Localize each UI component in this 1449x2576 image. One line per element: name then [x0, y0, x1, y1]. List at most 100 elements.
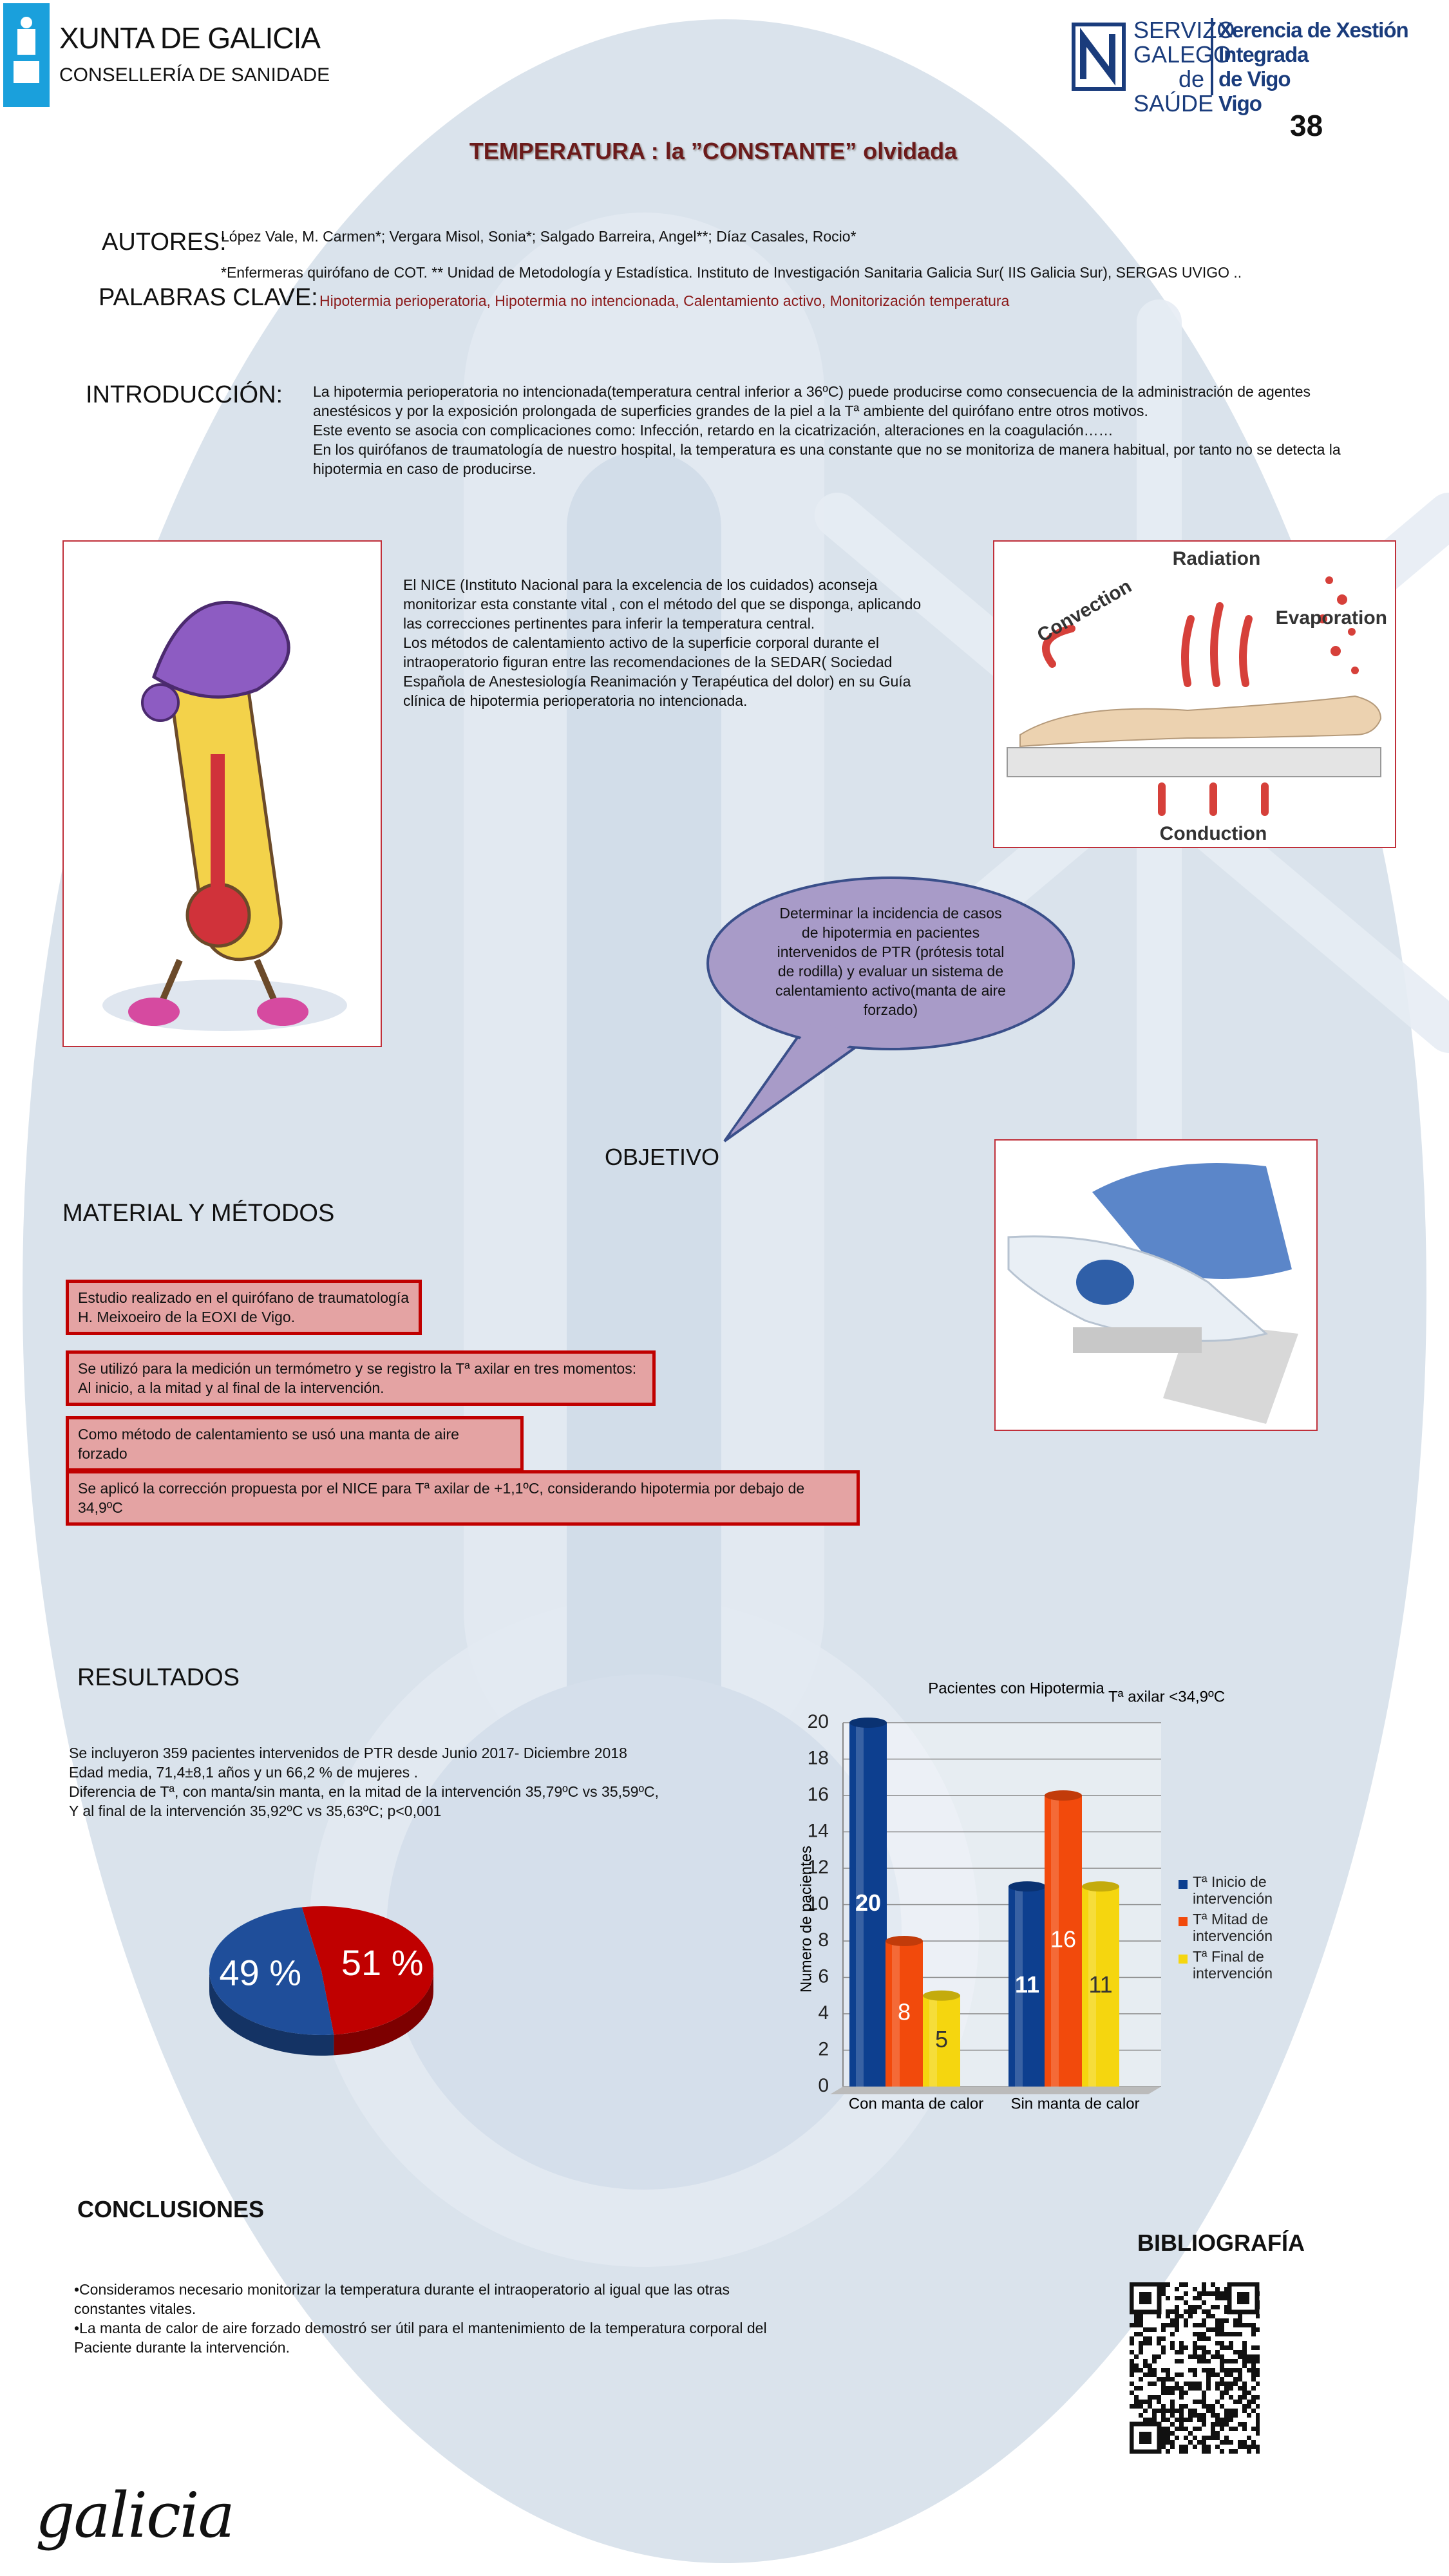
qr-module: [1202, 2391, 1206, 2395]
qr-module: [1161, 2377, 1166, 2382]
qr-module: [1206, 2291, 1211, 2296]
qr-module: [1152, 2327, 1157, 2332]
qr-module: [1215, 2418, 1220, 2422]
qr-module: [1211, 2314, 1215, 2318]
bar-label: 5: [935, 2026, 948, 2052]
qr-module: [1224, 2440, 1229, 2445]
qr-module: [1157, 2314, 1161, 2318]
qr-module: [1148, 2395, 1152, 2400]
qr-module: [1175, 2427, 1179, 2431]
qr-module: [1220, 2368, 1224, 2372]
qr-module: [1170, 2345, 1175, 2350]
qr-module: [1193, 2372, 1197, 2377]
heat-label: Evaporation: [1276, 607, 1387, 629]
qr-module: [1238, 2318, 1242, 2323]
qr-module: [1161, 2291, 1166, 2296]
qr-module: [1139, 2345, 1143, 2350]
qr-module: [1242, 2363, 1247, 2368]
qr-module: [1152, 2395, 1157, 2400]
qr-module: [1233, 2382, 1238, 2386]
qr-module: [1130, 2363, 1134, 2368]
qr-module: [1161, 2409, 1166, 2413]
qr-module: [1197, 2354, 1202, 2359]
qr-module: [1233, 2413, 1238, 2418]
qr-module: [1157, 2395, 1161, 2400]
qr-module: [1134, 2332, 1139, 2336]
results-line: Se incluyeron 359 pacientes intervenidos…: [69, 1745, 627, 1761]
qr-module: [1157, 2409, 1161, 2413]
y-tick-label: 10: [808, 1893, 829, 1914]
results-label: RESULTADOS: [77, 1664, 240, 1691]
authors-label: AUTORES:: [102, 229, 227, 256]
qr-module: [1130, 2382, 1134, 2386]
xerencia-text: Xerencia de Xestión Integrada de Vigo Vigo: [1218, 18, 1449, 116]
qr-module: [1184, 2323, 1188, 2327]
qr-module: [1242, 2422, 1247, 2427]
qr-module: [1139, 2332, 1143, 2336]
qr-module: [1251, 2440, 1256, 2445]
qr-module: [1148, 2418, 1152, 2422]
qr-module: [1247, 2354, 1251, 2359]
bar-cap: [849, 1718, 887, 1728]
qr-module: [1202, 2309, 1206, 2314]
qr-module: [1211, 2427, 1215, 2431]
qr-module: [1206, 2404, 1211, 2409]
qr-module: [1179, 2418, 1184, 2422]
qr-module: [1193, 2382, 1197, 2386]
qr-module: [1202, 2287, 1206, 2291]
qr-module: [1175, 2409, 1179, 2413]
qr-module: [1229, 2372, 1233, 2377]
qr-module: [1139, 2368, 1143, 2372]
qr-module: [1130, 2323, 1134, 2327]
qr-module: [1148, 2363, 1152, 2368]
qr-module: [1233, 2449, 1238, 2454]
qr-module: [1233, 2368, 1238, 2372]
qr-module: [1175, 2309, 1179, 2314]
qr-module: [1247, 2404, 1251, 2409]
authors-names: López Vale, M. Carmen*; Vergara Misol, S…: [221, 228, 857, 245]
qr-module: [1247, 2436, 1251, 2440]
qr-module: [1211, 2282, 1215, 2287]
qr-module: [1238, 2323, 1242, 2327]
bar-shine: [1088, 1886, 1096, 2087]
qr-module: [1206, 2359, 1211, 2363]
qr-module: [1197, 2418, 1202, 2422]
qr-module: [1148, 2327, 1152, 2332]
qr-module: [1220, 2418, 1224, 2422]
qr-module: [1206, 2350, 1211, 2354]
qr-module: [1242, 2391, 1247, 2395]
qr-module: [1197, 2427, 1202, 2431]
y-tick-label: 8: [818, 1929, 829, 1951]
qr-module: [1229, 2413, 1233, 2418]
qr-module: [1188, 2431, 1193, 2436]
qr-module: [1256, 2427, 1260, 2431]
qr-module: [1166, 2309, 1170, 2314]
qr-module: [1206, 2372, 1211, 2377]
qr-module: [1166, 2427, 1170, 2431]
qr-module: [1256, 2413, 1260, 2418]
qr-module: [1233, 2400, 1238, 2404]
qr-module: [1193, 2296, 1197, 2300]
qr-module: [1251, 2445, 1256, 2449]
legend-swatch: [1179, 1880, 1188, 1889]
legend-label: Tª Inicio de intervención: [1193, 1873, 1273, 1907]
qr-module: [1229, 2395, 1233, 2400]
qr-module: [1242, 2445, 1247, 2449]
bar-label: 16: [1050, 1926, 1076, 1953]
method-line: Se aplicó la corrección propuesta por el…: [78, 1480, 805, 1516]
qr-module: [1175, 2305, 1179, 2309]
qr-module: [1179, 2341, 1184, 2345]
qr-module: [1220, 2296, 1224, 2300]
qr-module: [1170, 2404, 1175, 2409]
pie-edge: [334, 1971, 433, 2056]
bar-shine: [929, 1995, 937, 2087]
objective-bubble: [706, 876, 1075, 1142]
thermometer-cartoon: [102, 600, 347, 1031]
qr-module: [1134, 2323, 1139, 2327]
qr-module: [1215, 2291, 1220, 2296]
qr-module: [1224, 2413, 1229, 2418]
qr-module: [1238, 2377, 1242, 2382]
qr-module: [1202, 2418, 1206, 2422]
qr-module: [1220, 2291, 1224, 2296]
qr-module: [1224, 2418, 1229, 2422]
